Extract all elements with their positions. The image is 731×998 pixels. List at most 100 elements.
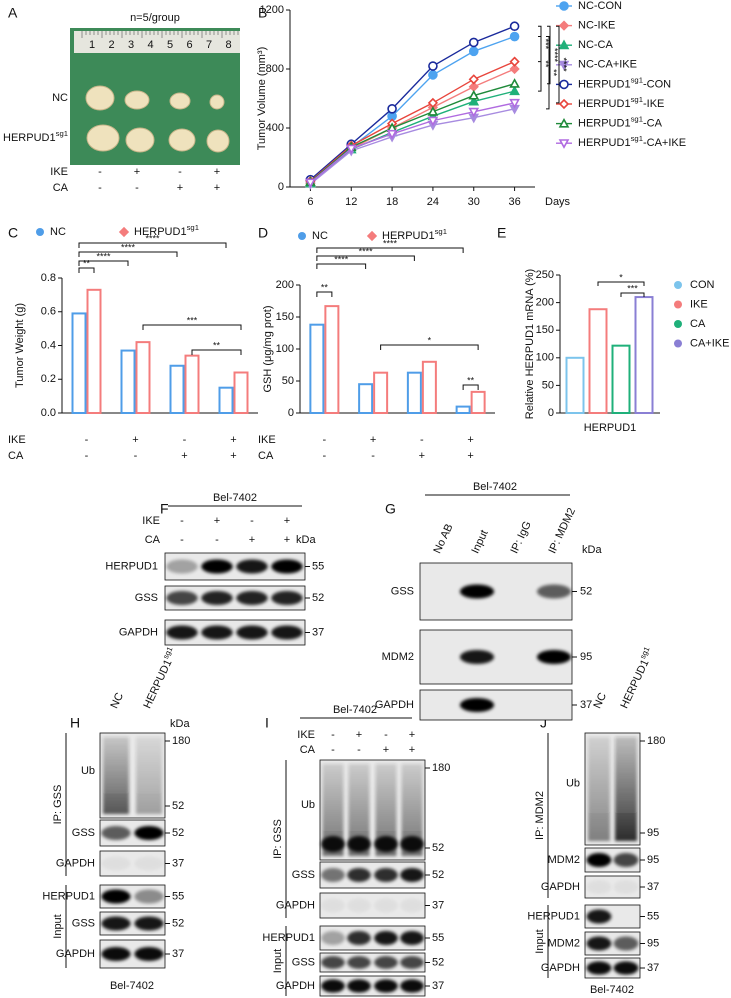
marker: [509, 56, 520, 67]
cell-line: Bel-7402: [473, 481, 517, 493]
group-label: Input: [272, 949, 284, 973]
bar: [120, 349, 136, 414]
band: [400, 836, 424, 852]
series-line: [309, 25, 515, 181]
condition-sign: -: [180, 534, 184, 546]
condition-sign: -: [384, 729, 388, 741]
marker: [558, 39, 570, 50]
row-label: GSS: [135, 592, 158, 604]
sig-bracket: [191, 349, 242, 355]
mw-label: 37: [432, 980, 444, 992]
y-tick-label: 0.4: [41, 339, 56, 351]
band: [236, 559, 268, 574]
sig-bracket: [316, 263, 367, 269]
y-axis-label: Relative HERPUD1 mRNA (%): [524, 269, 536, 419]
tumor: [124, 90, 150, 110]
row-label: Ub: [81, 765, 95, 777]
legend-marker: [674, 281, 682, 289]
treatment-sign: +: [132, 434, 138, 446]
cell-line: Bel-7402: [213, 492, 257, 504]
band: [400, 956, 424, 969]
sig-label: **: [213, 340, 221, 350]
sig-label: *: [619, 272, 623, 282]
y-tick-label: 50: [542, 379, 554, 391]
treatment-sign: +: [214, 182, 220, 194]
treatment-sign: +: [467, 450, 473, 462]
sig-bracket: [546, 36, 550, 110]
mw-label: 52: [432, 956, 444, 968]
sig-label: ****: [559, 58, 569, 73]
superscript: sg1: [631, 134, 643, 143]
legend-label: NC-CA: [578, 39, 613, 51]
bar: [218, 386, 234, 414]
band: [101, 916, 131, 931]
condition-sign: -: [357, 744, 361, 756]
series-line: [309, 60, 515, 182]
band: [347, 979, 371, 993]
condition-sign: +: [284, 534, 290, 546]
band: [101, 889, 131, 904]
series-line: [309, 83, 515, 183]
condition-label: CA: [145, 534, 161, 546]
legend-label: NC-CON: [578, 0, 622, 12]
bar: [470, 390, 486, 415]
treatment-sign: +: [419, 450, 425, 462]
y-tick-label: 0.8: [41, 272, 56, 284]
condition-sign: +: [409, 729, 415, 741]
legend-label: HERPUD1sg1: [134, 223, 199, 238]
blot-background: [419, 689, 573, 721]
panel-letter: F: [160, 501, 169, 517]
lane-label: HERPUD1sg1: [138, 645, 179, 710]
mw-label: 52: [312, 592, 324, 604]
condition-sign: -: [331, 744, 335, 756]
sig-bracket: [620, 292, 645, 297]
marker: [559, 79, 569, 90]
row-label: HERPUD1: [527, 910, 580, 922]
row-label: HERPUD1: [105, 560, 158, 572]
ub-smear: [588, 737, 610, 841]
x-tick-label: 12: [345, 196, 357, 208]
bar: [611, 344, 631, 415]
band: [374, 931, 398, 945]
sig-bracket: [142, 324, 242, 330]
marker: [558, 60, 570, 71]
treatment-sign: +: [370, 434, 376, 446]
superscript: sg1: [638, 645, 651, 660]
band: [586, 936, 612, 951]
marker: [509, 31, 520, 42]
treatment-sign: -: [323, 434, 327, 446]
treatment-sign: +: [467, 434, 473, 446]
mw-label: 52: [172, 800, 184, 812]
bar: [71, 312, 87, 414]
legend-label: CA: [690, 318, 706, 330]
band: [134, 916, 164, 931]
condition-sign: -: [180, 515, 184, 527]
band: [613, 936, 639, 951]
band: [134, 947, 164, 961]
treatment-label: CA: [258, 450, 274, 462]
marker: [428, 70, 438, 80]
marker: [509, 21, 520, 32]
treatment-sign: -: [323, 450, 327, 462]
marker: [427, 116, 439, 127]
group-label: IP: MDM2: [534, 791, 546, 840]
row-label: MDM2: [548, 854, 580, 866]
bar: [324, 305, 340, 414]
y-tick-label: 0.2: [41, 373, 56, 385]
ruler-number: 5: [167, 39, 173, 51]
ub-smear: [322, 764, 344, 856]
sig-bracket: [78, 267, 95, 273]
band: [400, 979, 424, 993]
mw-label: 37: [172, 948, 184, 960]
sig-bracket: [380, 344, 479, 350]
band: [586, 961, 612, 975]
row-label: GSS: [72, 827, 95, 839]
y-tick-label: 200: [536, 297, 554, 309]
text-rest: -CA: [643, 118, 663, 130]
x-tick-label: HERPUD1: [584, 422, 637, 434]
bar: [86, 288, 102, 414]
mw-label: 95: [647, 827, 659, 839]
row-label: HERPUD1: [262, 932, 315, 944]
row-label: GAPDH: [276, 980, 315, 992]
treatment-sign: +: [214, 166, 220, 178]
